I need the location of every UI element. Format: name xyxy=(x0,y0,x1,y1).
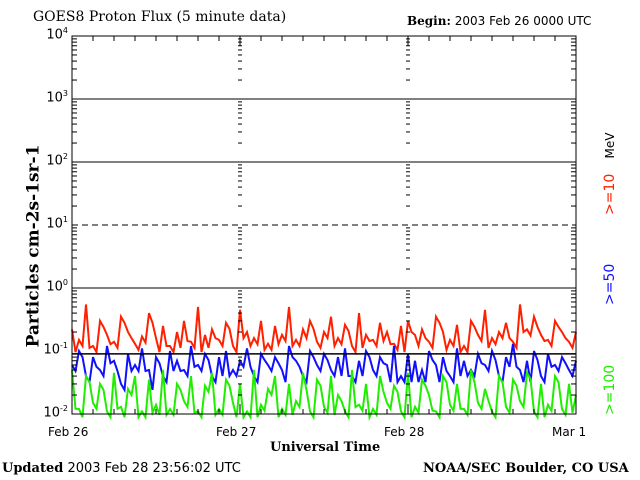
series-line-1 xyxy=(71,343,577,394)
y-tick-base: 10 xyxy=(43,342,61,358)
y-tick-label: 103 xyxy=(46,89,68,105)
y-tick-label: 100 xyxy=(46,278,68,294)
updated-value: 2003 Feb 28 23:56:02 UTC xyxy=(67,461,241,476)
y-tick-label: 104 xyxy=(46,26,68,42)
y-tick-exp: 3 xyxy=(62,89,68,98)
y-tick-exp: 1 xyxy=(62,215,68,224)
y-tick-base: 10 xyxy=(46,153,63,169)
x-tick-label: Mar 1 xyxy=(552,425,587,439)
y-tick-label: 101 xyxy=(46,215,68,231)
x-axis-label: Universal Time xyxy=(270,440,381,455)
y-tick-label: 10-1 xyxy=(43,341,68,357)
legend-entry: >=10 MeV xyxy=(602,133,618,215)
legend-label: >=100 xyxy=(602,364,618,415)
x-tick-label: Feb 27 xyxy=(216,425,257,439)
legend-entry: >=50 xyxy=(602,264,618,305)
y-tick-label: 102 xyxy=(46,152,68,168)
y-tick-exp: -1 xyxy=(60,341,68,350)
begin-value: 2003 Feb 26 0000 UTC xyxy=(454,14,592,28)
y-tick-exp: -2 xyxy=(60,404,68,413)
legend-label: >=10 xyxy=(602,173,618,215)
legend-label: >=50 xyxy=(602,263,618,305)
updated-label: Updated xyxy=(2,461,64,476)
y-tick-base: 10 xyxy=(46,216,63,232)
x-tick-label: Feb 28 xyxy=(384,425,425,439)
begin-time: Begin: 2003 Feb 26 0000 UTC xyxy=(407,14,591,28)
updated-timestamp: Updated 2003 Feb 28 23:56:02 UTC xyxy=(2,461,241,476)
legend-unit: MeV xyxy=(603,132,617,174)
x-tick-label: Feb 26 xyxy=(48,425,89,439)
y-tick-label: 10-2 xyxy=(43,404,68,420)
y-tick-base: 10 xyxy=(46,279,63,295)
series-line-0 xyxy=(71,304,577,356)
y-tick-exp: 4 xyxy=(62,26,68,35)
begin-label: Begin: xyxy=(407,14,451,28)
legend-entry: >=100 xyxy=(602,365,618,415)
y-tick-exp: 0 xyxy=(62,278,68,287)
y-tick-base: 10 xyxy=(43,405,61,421)
chart-title: GOES8 Proton Flux (5 minute data) xyxy=(33,9,287,25)
y-tick-base: 10 xyxy=(46,27,63,43)
source-credit: NOAA/SEC Boulder, CO USA xyxy=(423,461,629,476)
y-tick-base: 10 xyxy=(46,90,63,106)
y-tick-exp: 2 xyxy=(62,152,68,161)
